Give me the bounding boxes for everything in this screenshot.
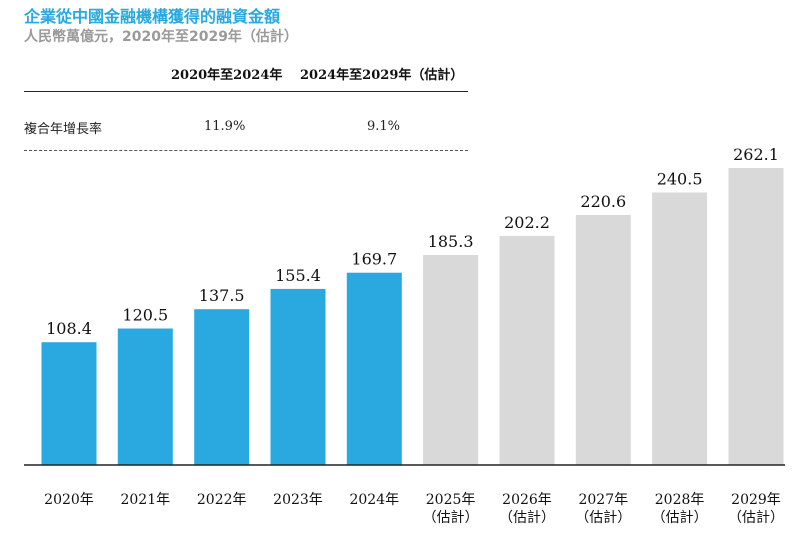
- cagr-header-2020-2024: 2020年至2024年: [171, 68, 283, 83]
- value-label-6: 202.2: [504, 213, 550, 232]
- bar-4: [346, 272, 402, 465]
- value-label-1: 120.5: [122, 306, 168, 325]
- value-label-9: 262.1: [733, 145, 779, 164]
- cagr-row-label: 複合年增長率: [24, 122, 103, 137]
- cagr-value-2024-2029: 9.1%: [367, 119, 401, 134]
- value-label-5: 185.3: [428, 232, 474, 251]
- value-label-2: 137.5: [199, 286, 245, 305]
- category-label-0: 2020年: [44, 492, 94, 508]
- value-label-0: 108.4: [46, 319, 92, 338]
- bar-1: [117, 328, 173, 465]
- category-label-6: 2026年（估計）: [499, 492, 555, 526]
- bar-6: [499, 235, 555, 465]
- chart-title: 企業從中國金融機構獲得的融資金額: [24, 7, 281, 26]
- bar-0: [41, 342, 97, 465]
- value-label-4: 169.7: [351, 250, 397, 269]
- category-label-4: 2024年: [349, 492, 399, 508]
- chart-subtitle: 人民幣萬億元，2020年至2029年（估計）: [24, 29, 298, 45]
- bar-9: [728, 168, 784, 465]
- category-label-8: 2028年（估計）: [652, 492, 708, 526]
- value-label-8: 240.5: [657, 170, 703, 189]
- bar-5: [423, 255, 479, 465]
- category-label-9: 2029年（估計）: [728, 492, 784, 526]
- bar-7: [575, 215, 631, 465]
- cagr-table-top-rule: [24, 91, 468, 92]
- cagr-table: 2020年至2024年 2024年至2029年（估計） 複合年增長率 11.9%…: [24, 58, 468, 152]
- cagr-header-2024-2029: 2024年至2029年（估計）: [300, 68, 464, 83]
- category-label-1: 2021年: [120, 492, 170, 508]
- category-label-5: 2025年（估計）: [423, 492, 479, 526]
- bar-8: [652, 192, 708, 465]
- cagr-value-2020-2024: 11.9%: [204, 119, 246, 134]
- category-label-2: 2022年: [197, 492, 247, 508]
- category-label-7: 2027年（估計）: [575, 492, 631, 526]
- bar-3: [270, 288, 326, 465]
- cagr-table-dashed-rule: [24, 150, 468, 151]
- bar-2: [194, 309, 250, 465]
- category-label-3: 2023年: [273, 492, 323, 508]
- value-label-3: 155.4: [275, 266, 321, 285]
- value-label-7: 220.6: [580, 192, 626, 211]
